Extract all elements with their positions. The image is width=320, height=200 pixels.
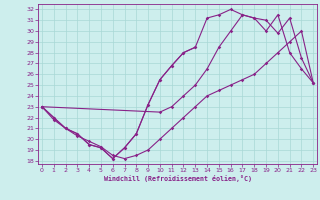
- X-axis label: Windchill (Refroidissement éolien,°C): Windchill (Refroidissement éolien,°C): [104, 175, 252, 182]
